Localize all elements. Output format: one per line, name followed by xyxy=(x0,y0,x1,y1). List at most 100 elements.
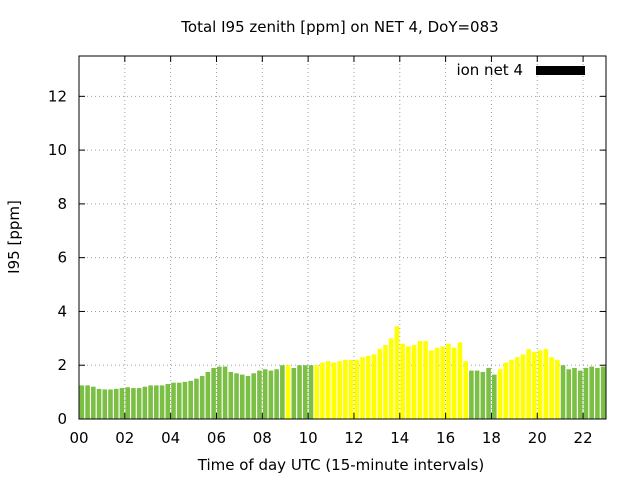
grid xyxy=(79,56,606,419)
y-tick-label: 6 xyxy=(57,249,67,267)
bar xyxy=(274,369,279,419)
bar xyxy=(251,373,256,419)
bar xyxy=(577,370,583,419)
bar xyxy=(520,354,526,419)
bar xyxy=(285,365,291,419)
bar xyxy=(434,347,440,419)
bar xyxy=(148,385,153,419)
x-tick-label: 12 xyxy=(344,429,363,447)
y-axis-title: I95 [ppm] xyxy=(5,200,23,274)
bar xyxy=(566,369,572,419)
x-tick-label: 14 xyxy=(390,429,409,447)
bar xyxy=(222,366,228,419)
bar xyxy=(325,361,331,419)
bar xyxy=(113,388,119,419)
bar xyxy=(228,371,234,419)
bar xyxy=(79,385,85,419)
legend-swatch xyxy=(536,66,585,75)
bar xyxy=(365,355,371,419)
y-tick-label: 0 xyxy=(57,410,67,428)
bar xyxy=(411,345,417,419)
chart-title: Total I95 zenith [ppm] on NET 4, DoY=083 xyxy=(180,18,498,36)
bar xyxy=(406,346,411,419)
x-tick-label: 20 xyxy=(528,429,547,447)
bar xyxy=(474,370,480,419)
bar xyxy=(234,373,239,419)
bar xyxy=(297,365,302,419)
bar xyxy=(211,367,216,419)
bar xyxy=(331,362,337,419)
bar xyxy=(85,385,90,419)
bar xyxy=(125,387,130,419)
x-tick-label: 22 xyxy=(574,429,593,447)
bar xyxy=(543,349,549,419)
bar xyxy=(469,370,474,419)
bar xyxy=(480,371,486,419)
bar xyxy=(451,347,457,419)
bar xyxy=(589,366,594,419)
bar xyxy=(136,388,142,419)
bar xyxy=(492,374,497,419)
legend: ion net 4 xyxy=(456,61,585,79)
y-tick-label: 2 xyxy=(57,356,67,374)
bar xyxy=(388,338,394,419)
bar xyxy=(360,357,365,419)
bar xyxy=(205,371,211,419)
bar xyxy=(308,365,314,419)
x-tick-label: 18 xyxy=(482,429,501,447)
y-tick-label: 8 xyxy=(57,195,67,213)
x-tick-label: 02 xyxy=(115,429,134,447)
bar xyxy=(595,367,600,419)
bar xyxy=(560,365,566,419)
x-tick-label: 04 xyxy=(161,429,180,447)
bar xyxy=(457,342,463,419)
bar xyxy=(555,359,560,419)
x-axis-title: Time of day UTC (15-minute intervals) xyxy=(197,456,484,474)
bar xyxy=(119,388,125,419)
bar xyxy=(131,388,136,419)
bar xyxy=(96,388,102,419)
bar xyxy=(583,367,589,419)
bar xyxy=(572,367,577,419)
bar xyxy=(199,375,205,419)
bar xyxy=(549,357,554,419)
bar xyxy=(176,382,182,419)
bar xyxy=(446,343,451,419)
y-tick-label: 12 xyxy=(48,87,67,105)
bar xyxy=(280,365,285,419)
bar xyxy=(159,385,165,419)
bar xyxy=(194,378,199,419)
bar xyxy=(503,362,509,419)
bar xyxy=(182,381,188,419)
bar xyxy=(429,350,434,419)
x-tick-label: 10 xyxy=(299,429,318,447)
x-tick-label: 00 xyxy=(69,429,88,447)
bar xyxy=(497,369,503,419)
bar xyxy=(337,361,342,419)
bar xyxy=(600,366,606,419)
bar xyxy=(463,361,468,419)
bar xyxy=(314,365,320,419)
x-tick-label: 06 xyxy=(207,429,226,447)
bar xyxy=(171,382,176,419)
bar xyxy=(257,370,262,419)
bar xyxy=(154,385,159,419)
bar xyxy=(142,386,148,419)
bar xyxy=(245,375,251,419)
bar xyxy=(400,343,405,419)
bar xyxy=(423,341,428,419)
bar xyxy=(440,346,446,419)
bar xyxy=(354,359,360,419)
bar xyxy=(348,359,354,419)
x-tick-label: 16 xyxy=(436,429,455,447)
y-tick-label: 4 xyxy=(57,302,67,320)
x-tick-label: 08 xyxy=(253,429,272,447)
bar xyxy=(514,357,520,419)
bar xyxy=(377,349,383,419)
bar xyxy=(108,389,113,419)
bar xyxy=(291,367,297,419)
bar xyxy=(383,345,388,419)
bar xyxy=(302,365,308,419)
